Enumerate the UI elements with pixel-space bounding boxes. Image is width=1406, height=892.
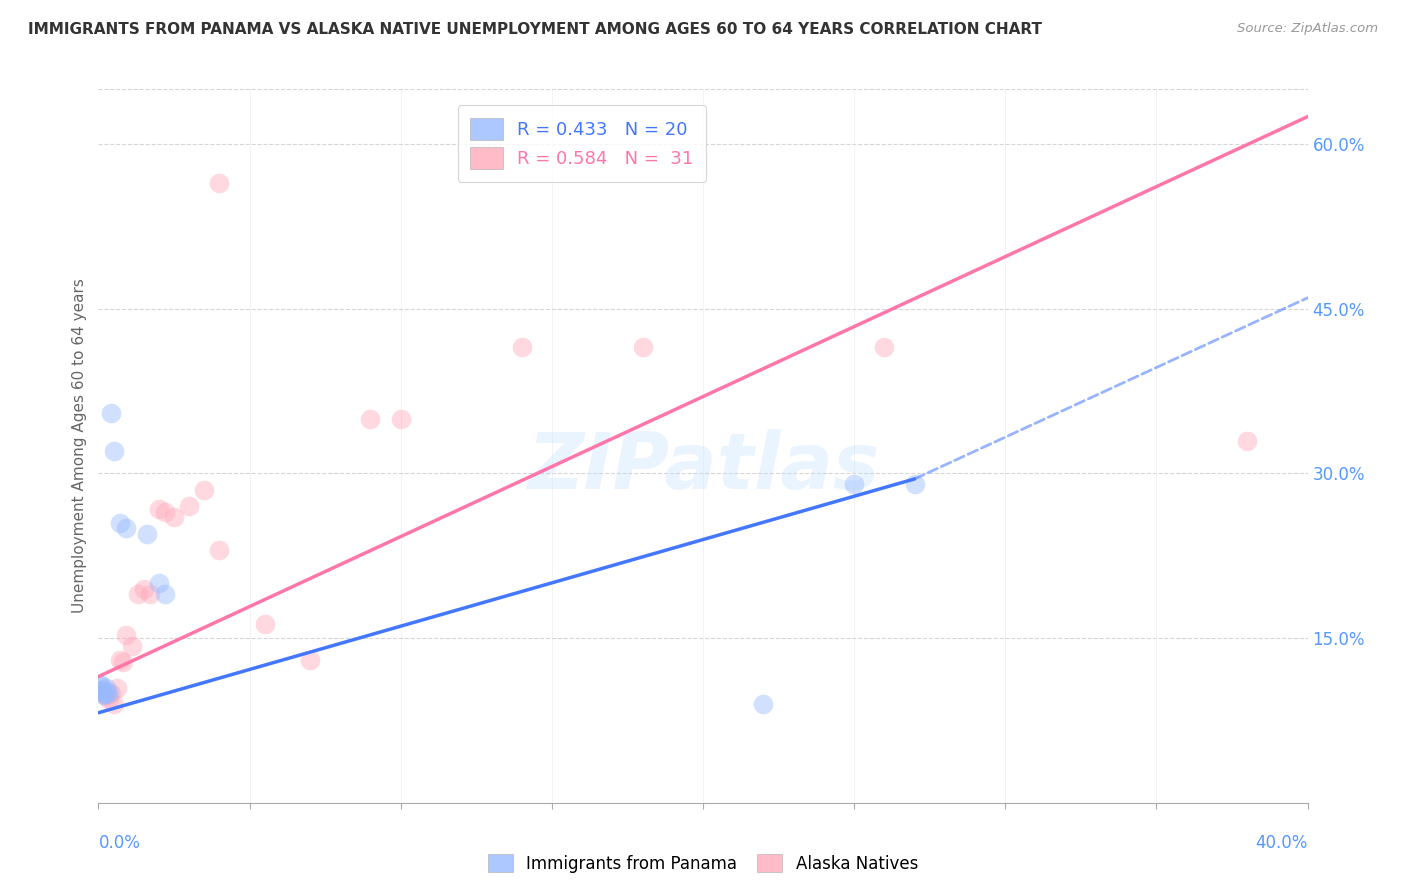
Text: ZIPatlas: ZIPatlas [527,429,879,506]
Point [139,587,162,601]
Point [98,691,121,706]
Point [1236,434,1258,448]
Legend: R = 0.433   N = 20, R = 0.584   N =  31: R = 0.433 N = 20, R = 0.584 N = 31 [458,105,706,182]
Point [904,477,927,491]
Point [153,505,176,519]
Text: IMMIGRANTS FROM PANAMA VS ALASKA NATIVE UNEMPLOYMENT AMONG AGES 60 TO 64 YEARS C: IMMIGRANTS FROM PANAMA VS ALASKA NATIVE … [28,22,1042,37]
Point [105,681,128,695]
Point [208,543,231,558]
Point [132,582,155,596]
Point [93,686,115,700]
Point [111,655,134,669]
Point [193,483,215,497]
Y-axis label: Unemployment Among Ages 60 to 64 years: Unemployment Among Ages 60 to 64 years [72,278,87,614]
Point [91,682,114,697]
Point [389,411,412,425]
Point [148,576,170,591]
Point [96,686,118,700]
Text: Source: ZipAtlas.com: Source: ZipAtlas.com [1237,22,1378,36]
Point [208,176,231,190]
Point [89,678,111,692]
Point [114,628,136,642]
Point [91,686,114,700]
Point [108,516,131,530]
Point [153,587,176,601]
Point [752,697,775,711]
Point [114,521,136,535]
Point [135,526,157,541]
Point [844,477,866,491]
Point [873,340,896,354]
Point [91,683,114,698]
Text: 40.0%: 40.0% [1256,834,1308,852]
Point [127,587,149,601]
Legend: Immigrants from Panama, Alaska Natives: Immigrants from Panama, Alaska Natives [481,847,925,880]
Point [108,653,131,667]
Point [163,510,186,524]
Point [121,639,143,653]
Point [94,690,117,704]
Point [360,411,382,425]
Point [98,686,121,700]
Text: 0.0%: 0.0% [98,834,141,852]
Point [103,697,125,711]
Point [93,688,115,702]
Point [253,616,276,631]
Point [90,682,112,697]
Point [103,444,125,458]
Point [100,686,122,700]
Point [148,501,170,516]
Point [90,678,112,692]
Point [94,681,117,695]
Point [510,340,533,354]
Point [96,687,118,701]
Point [179,500,201,514]
Point [93,687,115,701]
Point [90,683,112,698]
Point [299,653,322,667]
Point [631,340,654,354]
Point [100,406,122,420]
